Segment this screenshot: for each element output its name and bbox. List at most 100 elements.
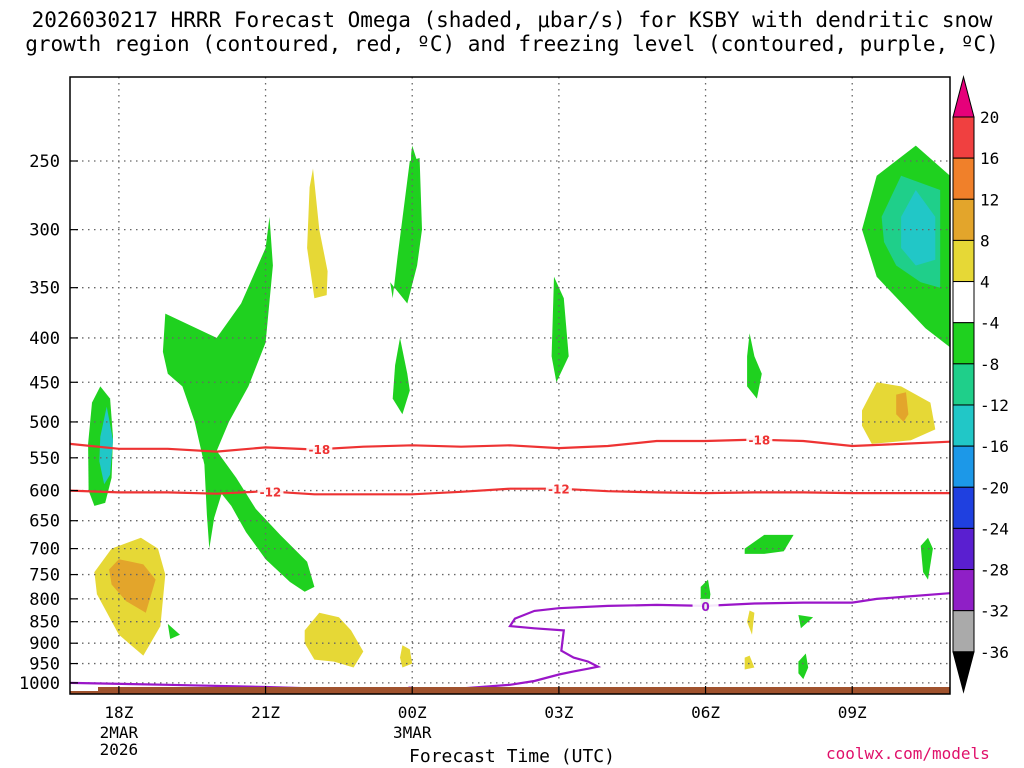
- omega-region-16: [798, 653, 809, 680]
- colorbar-label-12: -32: [980, 602, 1009, 621]
- x-tick-label-06Z: 06Z: [691, 703, 720, 722]
- omega-region-19: [109, 559, 156, 613]
- x-axis-label: Forecast Time (UTC): [409, 746, 615, 767]
- colorbar-label-2: 12: [980, 190, 999, 209]
- y-tick-label-250: 250: [29, 152, 60, 172]
- omega-region-23: [744, 655, 755, 670]
- y-tick-label-750: 750: [29, 566, 60, 586]
- colorbar-swatch-1: [952, 116, 975, 159]
- omega-region-8: [747, 333, 762, 399]
- colorbar-label-4: 4: [980, 273, 990, 292]
- colorbar-top-arrow: [952, 75, 975, 118]
- y-tick-label-550: 550: [29, 449, 60, 469]
- isotherm--12-label-0: -12: [260, 486, 282, 500]
- y-tick-label-300: 300: [29, 221, 60, 241]
- colorbar-swatch-11: [952, 527, 975, 571]
- plot-frame: [69, 76, 951, 695]
- ground-strip: [70, 687, 950, 694]
- colorbar-swatch-7: [952, 363, 975, 406]
- colorbar-label-10: -24: [980, 519, 1009, 538]
- isotherm-label-bg: [545, 481, 572, 496]
- y-tick-label-650: 650: [29, 512, 60, 532]
- colorbar-label-11: -28: [980, 561, 1009, 580]
- omega-region-20: [304, 612, 364, 668]
- isotherm-contours: -18-18-12-1200: [70, 432, 950, 694]
- omega-region-6: [392, 337, 410, 415]
- y-tick-label-800: 800: [29, 590, 60, 610]
- y-tick-label-900: 900: [29, 634, 60, 654]
- colorbar-label-3: 8: [980, 231, 990, 250]
- omega-region-2: [162, 216, 315, 592]
- omega-region-5: [409, 145, 420, 242]
- x-tick-label-09Z: 09Z: [838, 703, 867, 722]
- colorbar: 20 16 12 8 4 -4 -8 -12 -16 -20 -24 -28 -32 -36: [952, 75, 1009, 694]
- isotherm--12-label-1: -12: [548, 483, 570, 497]
- y-tick-label-400: 400: [29, 329, 60, 349]
- y-tick-label-950: 950: [29, 655, 60, 675]
- colorbar-swatch-2: [952, 157, 975, 200]
- colorbar-swatch-13: [952, 610, 975, 653]
- omega-region-15: [798, 615, 814, 629]
- x-tick-label-21Z: 21Z: [251, 703, 280, 722]
- chart-title: 2026030217 HRRR Forecast Omega (shaded, …: [0, 8, 1024, 56]
- omega-region-7: [551, 276, 569, 383]
- y-tick-label-350: 350: [29, 279, 60, 299]
- isotherm--18-label-1: -18: [748, 434, 770, 448]
- omega-region-21: [400, 645, 413, 668]
- y-tick-label-600: 600: [29, 482, 60, 502]
- isotherm--18-line: [70, 438, 950, 453]
- colorbar-label-13: -36: [980, 643, 1009, 662]
- isotherm-0-line: [70, 592, 950, 692]
- x-tick-label-03Z: 03Z: [544, 703, 573, 722]
- x-tick-sublabel-2MAR: 2MAR: [100, 723, 139, 742]
- y-tick-label-1000: 1000: [19, 674, 60, 694]
- colorbar-label-0: 20: [980, 108, 999, 127]
- watermark: coolwx.com/models: [826, 744, 990, 763]
- x-tick-sublabel-3MAR: 3MAR: [393, 723, 432, 742]
- isotherm-label-bg: [306, 442, 333, 457]
- omega-region-3: [307, 168, 328, 299]
- y-tick-label-850: 850: [29, 613, 60, 633]
- colorbar-label-6: -8: [980, 355, 999, 374]
- colorbar-label-7: -12: [980, 396, 1009, 415]
- isotherm-0-label-1: 0: [701, 600, 709, 614]
- colorbar-swatch-10: [952, 486, 975, 529]
- colorbar-label-5: -4: [980, 314, 999, 333]
- colorbar-swatch-4: [952, 239, 975, 283]
- colorbar-swatch-8: [952, 404, 975, 447]
- isotherm--18-label-0: -18: [308, 443, 330, 457]
- colorbar-swatch-5: [952, 281, 975, 324]
- chart-title-line1: 2026030217 HRRR Forecast Omega (shaded, …: [31, 8, 993, 32]
- x-tick-sublabel-2026: 2026: [100, 740, 139, 759]
- omega-region-25: [896, 392, 909, 422]
- y-tick-label-500: 500: [29, 413, 60, 433]
- x-tick-label-00Z: 00Z: [398, 703, 427, 722]
- omega-region-22: [747, 610, 755, 635]
- gridlines: [70, 77, 950, 694]
- isotherm--12-line: [70, 487, 950, 496]
- isotherm-label-bg: [257, 484, 284, 499]
- colorbar-swatch-12: [952, 569, 975, 612]
- x-tick-label-18Z: 18Z: [104, 703, 133, 722]
- omega-shading-layer: [88, 145, 950, 680]
- omega-region-1: [99, 406, 113, 485]
- omega-region-13: [920, 537, 933, 580]
- isotherm-label-bg: [692, 598, 719, 613]
- colorbar-bottom-arrow: [952, 651, 975, 694]
- y-tick-label-450: 450: [29, 373, 60, 393]
- colorbar-label-8: -16: [980, 437, 1009, 456]
- omega-region-11: [901, 190, 936, 266]
- omega-region-12: [744, 534, 794, 554]
- y-tick-label-700: 700: [29, 540, 60, 560]
- colorbar-label-1: 16: [980, 149, 999, 168]
- colorbar-label-9: -20: [980, 478, 1009, 497]
- chart-title-line2: growth region (contoured, red, ºC) and f…: [25, 32, 999, 56]
- omega-region-17: [167, 623, 180, 639]
- colorbar-swatch-9: [952, 445, 975, 488]
- y-axis: 2503003504004505005506006507007508008509…: [19, 152, 78, 694]
- colorbar-swatch-6: [952, 322, 975, 365]
- ground-gap: [70, 687, 98, 691]
- colorbar-swatch-3: [952, 198, 975, 241]
- isotherm-label-bg: [746, 432, 773, 447]
